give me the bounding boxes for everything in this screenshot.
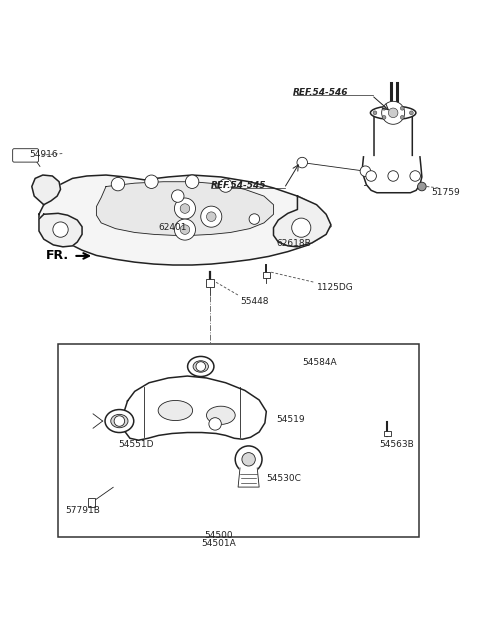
- Circle shape: [388, 170, 398, 181]
- Text: 1125DG: 1125DG: [317, 283, 353, 291]
- Bar: [384, 431, 391, 436]
- Text: 54501A: 54501A: [201, 539, 236, 548]
- Circle shape: [174, 219, 195, 240]
- Circle shape: [111, 177, 125, 191]
- Circle shape: [297, 157, 308, 168]
- Bar: [88, 498, 95, 507]
- Circle shape: [292, 218, 311, 237]
- Circle shape: [382, 115, 386, 119]
- Polygon shape: [39, 175, 331, 265]
- FancyBboxPatch shape: [12, 149, 38, 162]
- Ellipse shape: [371, 106, 416, 120]
- Polygon shape: [32, 175, 60, 205]
- Circle shape: [235, 446, 262, 472]
- Text: 54519: 54519: [276, 415, 304, 423]
- Circle shape: [180, 204, 190, 213]
- Polygon shape: [238, 468, 259, 487]
- Polygon shape: [122, 376, 266, 440]
- Circle shape: [53, 222, 68, 237]
- Ellipse shape: [158, 401, 192, 420]
- Circle shape: [409, 111, 413, 115]
- Circle shape: [388, 108, 398, 118]
- Polygon shape: [274, 196, 331, 247]
- Text: REF.54-545: REF.54-545: [211, 181, 267, 190]
- Circle shape: [400, 107, 404, 110]
- Text: 57791B: 57791B: [65, 505, 100, 515]
- Text: 54551D: 54551D: [118, 440, 154, 450]
- Ellipse shape: [111, 414, 128, 428]
- Ellipse shape: [105, 410, 134, 433]
- Text: 54584A: 54584A: [302, 358, 337, 367]
- Circle shape: [382, 107, 386, 110]
- Circle shape: [196, 361, 205, 371]
- Text: 54530C: 54530C: [266, 474, 301, 483]
- Bar: [206, 279, 214, 287]
- FancyBboxPatch shape: [374, 110, 412, 159]
- Polygon shape: [96, 182, 274, 236]
- Text: 54500: 54500: [204, 531, 233, 541]
- Text: REF.54-546: REF.54-546: [293, 88, 348, 97]
- Circle shape: [209, 418, 221, 430]
- Circle shape: [174, 198, 195, 219]
- Circle shape: [242, 453, 255, 466]
- Ellipse shape: [188, 356, 214, 376]
- Text: 62401: 62401: [158, 223, 187, 232]
- Ellipse shape: [193, 361, 208, 372]
- Circle shape: [249, 214, 260, 224]
- Text: 54563B: 54563B: [379, 440, 414, 450]
- Circle shape: [382, 101, 405, 124]
- Ellipse shape: [206, 406, 235, 424]
- Circle shape: [114, 416, 125, 427]
- Circle shape: [145, 175, 158, 188]
- Bar: [263, 272, 270, 278]
- Circle shape: [185, 175, 199, 188]
- Circle shape: [373, 111, 377, 115]
- Circle shape: [219, 179, 232, 192]
- FancyBboxPatch shape: [58, 343, 420, 538]
- Circle shape: [180, 225, 190, 234]
- Circle shape: [206, 212, 216, 221]
- Text: 55448: 55448: [240, 297, 268, 306]
- Text: 51759: 51759: [432, 188, 460, 197]
- Text: FR.: FR.: [46, 249, 69, 262]
- Circle shape: [418, 182, 426, 191]
- Circle shape: [360, 166, 371, 177]
- Text: 54916: 54916: [29, 150, 58, 159]
- Circle shape: [201, 206, 222, 227]
- Text: 62618B: 62618B: [276, 239, 311, 249]
- Circle shape: [410, 170, 420, 181]
- Circle shape: [366, 170, 376, 181]
- Circle shape: [400, 115, 404, 119]
- Polygon shape: [39, 213, 82, 247]
- Circle shape: [171, 190, 184, 202]
- Polygon shape: [362, 157, 422, 193]
